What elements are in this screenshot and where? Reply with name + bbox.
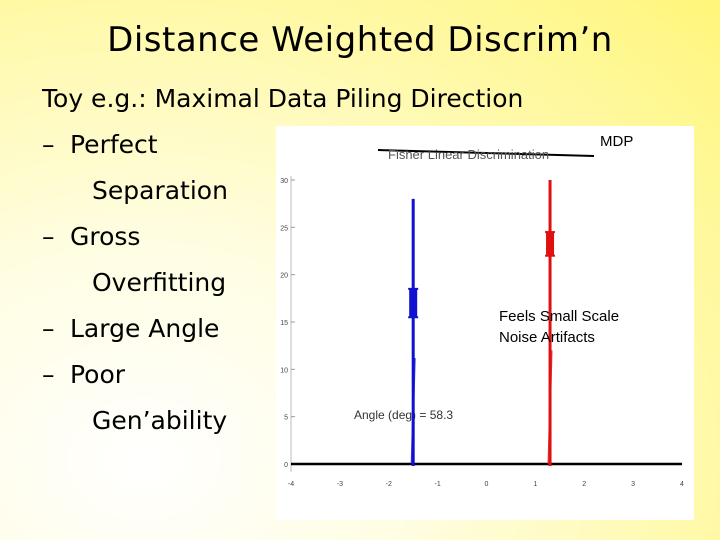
x-tick-label: -4 (288, 481, 294, 488)
slide-subtitle: Toy e.g.: Maximal Data Piling Direction (42, 84, 524, 113)
bullet-dash: – (42, 314, 55, 343)
noise-annotation-line: Feels Small Scale (499, 308, 620, 325)
angle-label: Angle (deg) = 58.3 (354, 408, 453, 422)
x-tick-label: 2 (582, 481, 586, 488)
mdp-annotation: MDP (600, 133, 634, 150)
x-tick-label: 1 (533, 481, 537, 488)
x-tick-label: 3 (631, 481, 635, 488)
bullet-text: Gross (70, 222, 141, 251)
y-tick-label: 20 (280, 273, 288, 280)
plot-figure: Fisher Linear Discrimination Angle (deg)… (276, 126, 694, 520)
data-spike-shadow (410, 357, 416, 465)
plot-svg: Fisher Linear Discrimination Angle (deg)… (280, 147, 684, 488)
bullet-text: Overfitting (92, 268, 227, 297)
x-tick-label: -2 (386, 481, 392, 488)
legend-text: Fisher Linear Discrimination (388, 147, 549, 162)
y-tick-label: 15 (280, 320, 288, 327)
bullet-dash: – (42, 222, 55, 251)
bullet-dash: – (42, 360, 55, 389)
x-tick-label: -3 (337, 481, 343, 488)
bullet-text: Large Angle (70, 314, 220, 343)
y-tick-label: 10 (280, 367, 288, 374)
noise-annotation: Feels Small Scale Noise Artifacts (499, 306, 619, 348)
noise-annotation-line: Noise Artifacts (499, 329, 595, 346)
bullet-dash: – (42, 130, 55, 159)
bullet-text: Perfect (70, 130, 158, 159)
y-tick-label: 0 (284, 462, 288, 469)
x-tick-label: -1 (435, 481, 441, 488)
bullet-text: Separation (92, 176, 228, 205)
x-tick-label: 4 (680, 481, 684, 488)
bullet-text: Gen’ability (92, 406, 228, 435)
x-tick-label: 0 (485, 481, 489, 488)
y-tick-label: 30 (280, 178, 288, 185)
y-tick-label: 5 (284, 415, 288, 422)
bullet-text: Poor (70, 360, 126, 389)
legend-line (377, 149, 595, 157)
data-spike-shadow (547, 350, 553, 465)
slide-title: Distance Weighted Discrim’n (107, 20, 613, 60)
y-tick-label: 25 (280, 225, 288, 232)
